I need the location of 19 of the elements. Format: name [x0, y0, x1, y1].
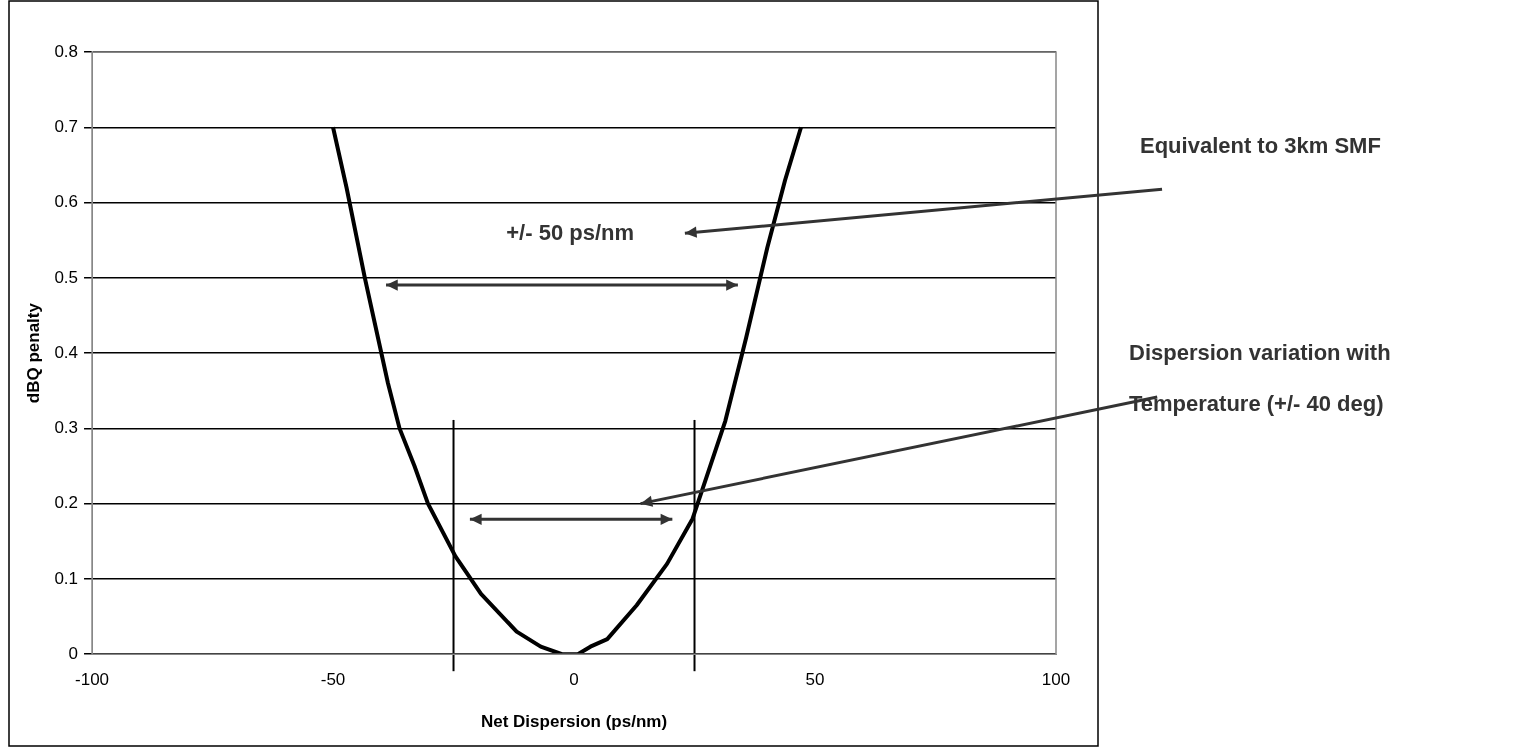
y-tick-label: 0.8 [54, 41, 79, 61]
text: Equivalent to 3km SMF [1139, 133, 1381, 159]
y-tick-label: 0 [68, 643, 79, 663]
x-tick-label: 50 [805, 670, 825, 690]
x-tick-label: 100 [1041, 670, 1071, 690]
y-tick-label: 0.6 [54, 192, 79, 212]
text: Dispersion variation with Temperature (+/- 40 deg) [1129, 339, 1392, 418]
x-tick-label: 0 [569, 670, 579, 690]
y-tick-label: 0.5 [54, 267, 79, 287]
y-axis-title: dBQ penalty [23, 302, 43, 404]
x-tick-label: -50 [320, 670, 346, 690]
y-tick-label: 0.1 [54, 568, 79, 588]
y-tick-label: 0.7 [54, 116, 79, 136]
annotation: +/- 50 ps/nm [506, 219, 635, 246]
x-axis-title: Net Dispersion (ps/nm) [480, 712, 668, 732]
x-tick-label: -100 [75, 670, 110, 690]
y-tick-label: 0.3 [54, 418, 79, 438]
y-tick-label: 0.4 [54, 342, 79, 362]
y-tick-label: 0.2 [54, 493, 79, 513]
